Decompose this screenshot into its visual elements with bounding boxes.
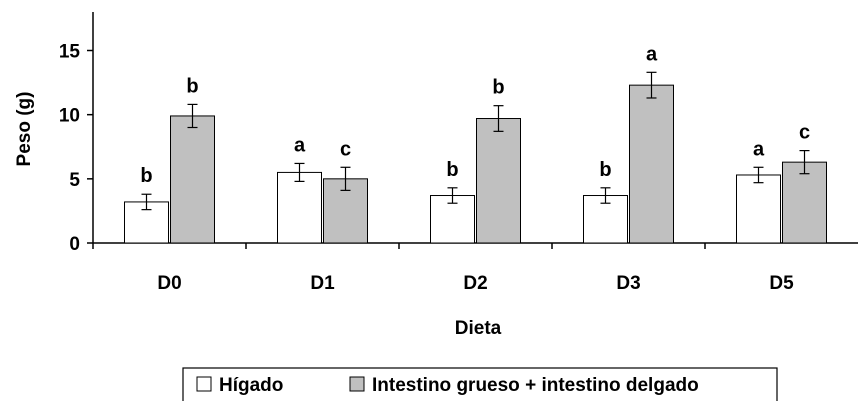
y-tick-label: 10 (59, 106, 80, 127)
axes: 0 5 10 15 (59, 12, 858, 255)
legend: Hígado Intestino grueso + intestino delga… (182, 367, 778, 403)
legend-box (182, 367, 778, 403)
legend-swatch-intestino (349, 376, 365, 392)
y-tick-label: 0 (69, 234, 80, 255)
significance-label: b (492, 77, 504, 99)
significance-label: c (799, 122, 810, 144)
significance-label: b (186, 75, 198, 97)
significance-label: a (294, 134, 306, 156)
bar-intestino (629, 84, 674, 244)
x-category-label: D2 (463, 273, 487, 294)
x-category-label: D3 (616, 273, 640, 294)
significance-label: a (646, 43, 658, 65)
bars (124, 71, 827, 244)
significance-label: b (446, 159, 458, 181)
legend-label: Intestino grueso + intestino delgado (372, 375, 699, 396)
legend-swatch-higado (196, 376, 212, 392)
labels: D0 b b D1 a c D2 b b D3 b a D5 a c (140, 43, 810, 294)
significance-label: a (753, 138, 765, 160)
x-axis-title: Dieta (455, 318, 502, 339)
significance-label: c (340, 138, 351, 160)
bar-intestino (782, 161, 827, 244)
x-category-label: D5 (769, 273, 794, 294)
x-category-label: D1 (310, 273, 335, 294)
bar-intestino (476, 118, 521, 244)
x-category-label: D0 (157, 273, 181, 294)
significance-label: b (599, 159, 611, 181)
bar-higado (736, 174, 781, 244)
legend-label: Hígado (219, 375, 283, 396)
y-axis-title: Peso (g) (14, 92, 35, 167)
significance-label: b (140, 165, 152, 187)
y-tick-label: 5 (69, 170, 80, 191)
y-tick-label: 15 (59, 42, 81, 63)
bar-intestino (170, 115, 215, 244)
bar-higado (277, 171, 322, 244)
